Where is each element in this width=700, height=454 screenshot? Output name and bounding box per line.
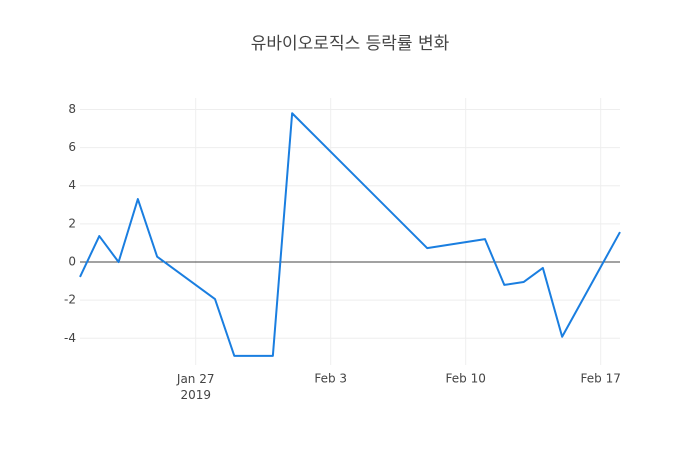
x-tick-label: Feb 10 xyxy=(446,372,486,386)
y-tick-label: 6 xyxy=(68,140,76,154)
y-tick-label: 8 xyxy=(68,102,76,116)
chart-title: 유바이오로직스 등락률 변화 xyxy=(251,34,450,54)
y-tick-label: -4 xyxy=(64,331,76,345)
y-tick-label: 0 xyxy=(68,255,76,269)
y-tick-label: 2 xyxy=(68,216,76,230)
line-series xyxy=(79,112,621,357)
y-tick-label: -2 xyxy=(64,293,76,307)
y-tick-label: 4 xyxy=(68,178,76,192)
x-tick-label: Feb 17 xyxy=(581,372,621,386)
x-tick-label: Jan 27 2019 xyxy=(176,372,215,402)
x-tick-label: Feb 3 xyxy=(314,372,347,386)
